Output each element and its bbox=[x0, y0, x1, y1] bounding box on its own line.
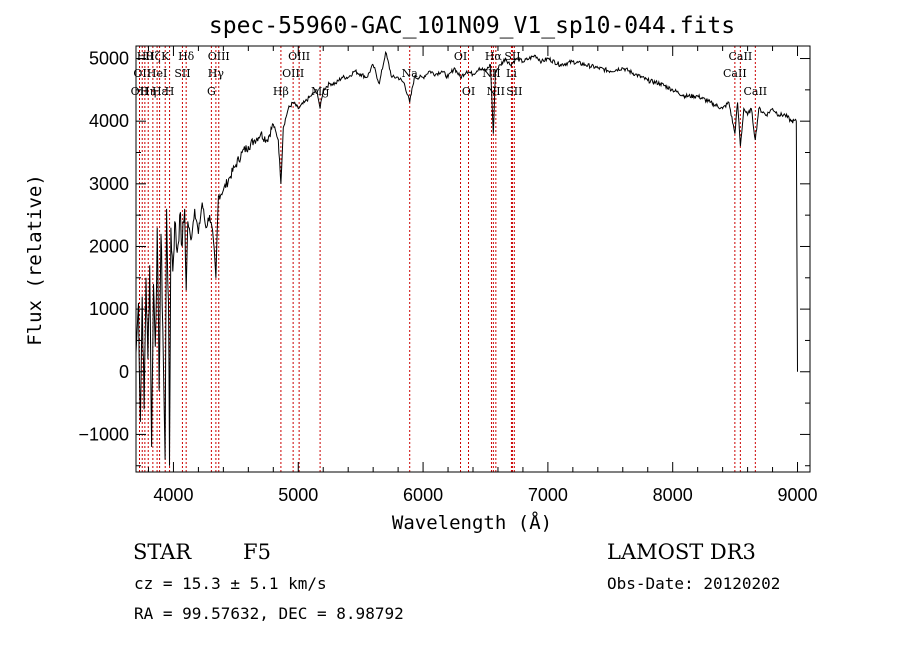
spectrum-line bbox=[135, 50, 798, 466]
y-axis-label: Flux (relative) bbox=[24, 174, 46, 346]
observation-date: Obs-Date: 20120202 bbox=[607, 574, 780, 593]
line-label: NII bbox=[487, 85, 505, 98]
y-tick-label: −1000 bbox=[78, 424, 129, 444]
plot-frame bbox=[135, 45, 811, 473]
line-label: K bbox=[161, 50, 170, 63]
line-label: OII bbox=[133, 67, 151, 80]
line-label: HeI bbox=[147, 67, 167, 80]
object-subclass: F5 bbox=[243, 540, 271, 564]
survey-name: LAMOST DR3 bbox=[607, 540, 756, 564]
line-label: Hε bbox=[152, 85, 168, 98]
x-tick-label: 9000 bbox=[777, 485, 817, 505]
line-label: Hη bbox=[140, 85, 156, 98]
series-layer bbox=[135, 50, 798, 466]
line-label: SII bbox=[506, 85, 522, 98]
line-label: SII bbox=[174, 67, 190, 80]
line-label: Hβ bbox=[273, 85, 289, 98]
object-class: STAR bbox=[133, 540, 192, 564]
line-label: Mg bbox=[311, 85, 329, 98]
line-label: Hγ bbox=[208, 67, 225, 80]
line-label: OIII bbox=[208, 50, 230, 63]
x-tick-label: 5000 bbox=[278, 485, 318, 505]
line-label: Hδ bbox=[178, 50, 195, 63]
y-tick-label: 1000 bbox=[89, 299, 129, 319]
x-tick-label: 4000 bbox=[153, 485, 193, 505]
x-axis-label: Wavelength (Å) bbox=[392, 511, 552, 534]
x-tick-label: 6000 bbox=[403, 485, 443, 505]
ra-dec: RA = 99.57632, DEC = 8.98792 bbox=[134, 604, 404, 623]
chart-title: spec-55960-GAC_101N09_V1_sp10-044.fits bbox=[209, 13, 735, 39]
line-label: OIII bbox=[282, 67, 304, 80]
line-label: OI bbox=[454, 50, 467, 63]
y-tick-label: 4000 bbox=[89, 111, 129, 131]
line-label: OIII bbox=[288, 50, 310, 63]
line-label: CaII bbox=[729, 50, 753, 63]
line-label: SII bbox=[504, 50, 520, 63]
redshift-cz: cz = 15.3 ± 5.1 km/s bbox=[134, 574, 327, 593]
line-label: H bbox=[165, 85, 175, 98]
line-label: Hθ bbox=[137, 50, 154, 63]
line-label: OI bbox=[462, 85, 475, 98]
line-label: Hα bbox=[485, 50, 503, 63]
line-label: CaII bbox=[743, 85, 767, 98]
x-tick-label: 7000 bbox=[528, 485, 568, 505]
line-labels: OII OII Hθ Hη Hζ HeI Hε K H SII Hδ G Hγ OIII Hβ OIII OII… bbox=[131, 50, 768, 98]
line-label: CaII bbox=[723, 67, 747, 80]
x-tick-label: 8000 bbox=[653, 485, 693, 505]
line-label: G bbox=[207, 85, 216, 98]
line-label: Li bbox=[506, 67, 517, 80]
y-tick-label: 5000 bbox=[89, 49, 129, 69]
y-tick-label: 2000 bbox=[89, 236, 129, 256]
line-markers bbox=[138, 46, 756, 472]
line-label: Hζ bbox=[145, 50, 161, 63]
line-label: OII bbox=[131, 85, 149, 98]
axes bbox=[135, 45, 811, 473]
y-tick-label: 0 bbox=[119, 362, 129, 382]
tick-labels: 4000 5000 6000 7000 8000 9000 −1000 0 1000 2000 30… bbox=[78, 49, 817, 505]
y-tick-label: 3000 bbox=[89, 174, 129, 194]
